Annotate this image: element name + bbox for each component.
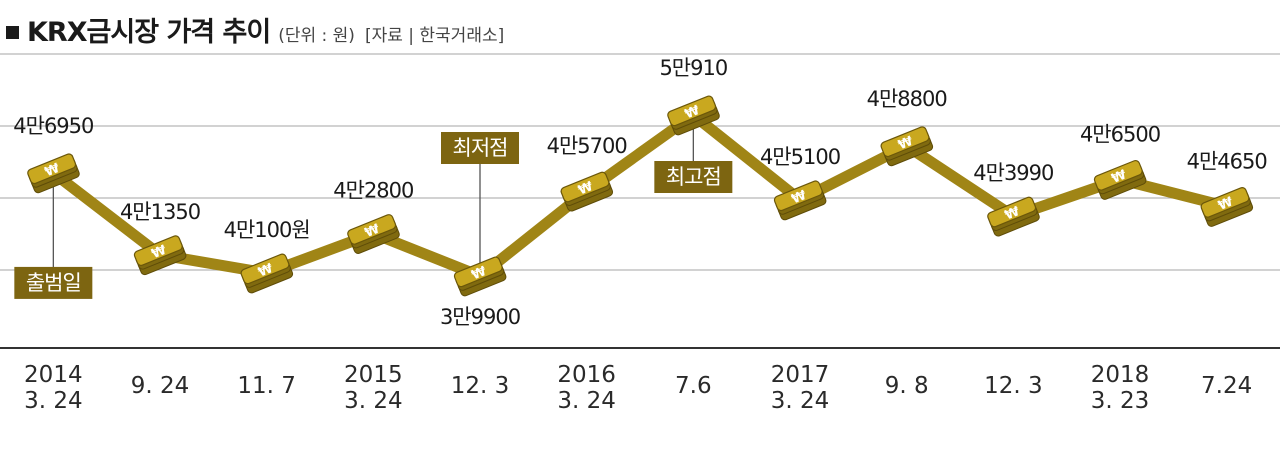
won-sign-icon: ₩ <box>150 243 170 263</box>
gold-bar-top <box>133 235 183 266</box>
source-label: [자료 | 한국거래소] <box>364 26 505 46</box>
won-sign-icon: ₩ <box>576 179 596 199</box>
annotation-box <box>654 161 733 193</box>
data-label: 4만5700 <box>547 134 627 158</box>
x-tick-label: 2018 <box>1091 362 1150 388</box>
x-tick-label: 9. 8 <box>885 373 929 399</box>
gold-bar-marker: ₩ <box>667 95 720 136</box>
data-label: 5만910 <box>659 56 727 80</box>
title-square-icon <box>6 26 19 39</box>
gold-bar-top <box>240 253 290 285</box>
won-sign-icon: ₩ <box>896 134 916 154</box>
data-label: 4만100원 <box>224 218 310 242</box>
gold-bar-marker: ₩ <box>453 256 507 297</box>
data-label: 4만4650 <box>1187 150 1267 174</box>
x-tick-label: 12. 3 <box>984 373 1043 399</box>
x-tick-label: 3. 23 <box>1091 388 1150 414</box>
won-sign-icon: ₩ <box>256 261 276 281</box>
x-tick-label: 3. 24 <box>344 388 403 414</box>
gold-bar-marker: ₩ <box>560 171 614 212</box>
gold-bar-top <box>560 171 610 203</box>
annotation-2: 최저점 <box>441 132 519 164</box>
data-label: 4만1350 <box>120 200 200 224</box>
annotation-text: 출범일 <box>26 271 81 295</box>
x-tick-label: 11. 7 <box>237 373 296 399</box>
annotation-3: 최고점 <box>654 161 733 193</box>
won-sign-icon: ₩ <box>470 264 490 284</box>
annotation-1: 출범일 <box>14 266 93 299</box>
x-tick-label: 3. 24 <box>771 388 830 414</box>
data-label: 4만2800 <box>333 179 413 203</box>
gold-bar-marker: ₩ <box>133 235 187 276</box>
chart-title: KRX금시장 가격 추이 <box>27 17 271 48</box>
won-sign-icon: ₩ <box>1003 204 1023 224</box>
x-tick-label: 7.24 <box>1201 373 1252 399</box>
data-label: 3만9900 <box>440 305 520 329</box>
gold-bar-marker: ₩ <box>1200 187 1254 227</box>
gold-bar-top <box>880 126 930 158</box>
won-sign-icon: ₩ <box>1110 167 1130 187</box>
gold-bar-top <box>1200 187 1250 218</box>
data-label: 4만6500 <box>1080 122 1160 146</box>
won-sign-icon: ₩ <box>43 161 63 181</box>
gold-bar-top <box>773 180 823 212</box>
gold-bar-marker: ₩ <box>773 180 827 221</box>
x-tick-label: 2015 <box>344 362 403 388</box>
gold-bar-top <box>987 196 1037 228</box>
won-sign-icon: ₩ <box>1216 194 1236 214</box>
won-sign-icon: ₩ <box>683 103 703 123</box>
data-label: 4만3990 <box>973 161 1053 185</box>
x-tick-label: 2014 <box>24 362 83 388</box>
gold-bar-marker: ₩ <box>880 126 934 167</box>
x-tick-label: 3. 24 <box>24 388 83 414</box>
x-tick-label: 9. 24 <box>131 373 190 399</box>
gold-bar-marker: ₩ <box>347 214 400 254</box>
grid <box>0 53 1280 349</box>
data-label: 4만5100 <box>760 145 840 169</box>
chart-header: KRX금시장 가격 추이 (단위 : 원) [자료 | 한국거래소] <box>6 10 505 48</box>
annotation-text: 최고점 <box>666 165 721 189</box>
data-points: ₩ ₩ ₩ ₩ ₩ ₩ ₩ ₩ ₩ ₩ ₩ ₩ <box>27 95 1254 297</box>
unit-label: (단위 : 원) <box>278 26 355 46</box>
gold-bar-top <box>347 214 397 245</box>
annotation-text: 최저점 <box>453 136 508 160</box>
won-sign-icon: ₩ <box>790 188 810 208</box>
x-tick-label: 2017 <box>771 362 830 388</box>
annotation-box <box>441 132 519 164</box>
x-tick-label: 3. 24 <box>557 388 616 414</box>
data-label: 4만8800 <box>867 87 947 111</box>
x-tick-label: 12. 3 <box>451 373 510 399</box>
gold-bar-top <box>667 95 717 127</box>
series-line <box>47 109 1233 282</box>
gold-bar-marker: ₩ <box>987 196 1040 237</box>
gold-bar-marker: ₩ <box>240 253 294 294</box>
won-sign-icon: ₩ <box>363 221 383 241</box>
gold-bar-top <box>453 256 503 288</box>
gold-bar-top <box>27 153 77 185</box>
x-tick-label: 7.6 <box>675 373 712 399</box>
annotation-box <box>14 266 93 299</box>
data-label: 4만6950 <box>13 114 93 138</box>
gold-bar-marker: ₩ <box>1093 159 1147 200</box>
gold-bar-marker: ₩ <box>27 153 80 194</box>
x-tick-label: 2016 <box>557 362 616 388</box>
data-labels: 4만6950 4만1350 4만100원 4만2800 3만9900 4만5700 5만91… <box>13 56 1267 329</box>
gold-bar-top <box>1093 159 1143 191</box>
